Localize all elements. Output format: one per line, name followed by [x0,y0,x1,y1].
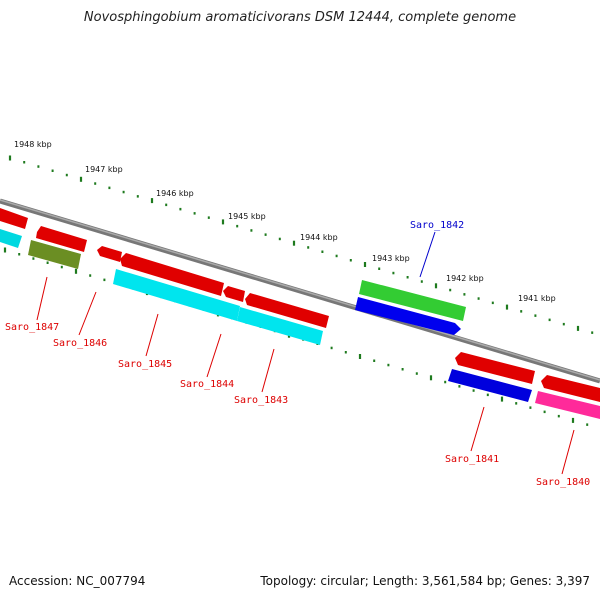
cds-bar-olive[interactable] [28,240,81,269]
cds-bar-blue[interactable] [448,369,532,402]
leader-line [206,333,222,378]
map-title: Novosphingobium aromaticivorans DSM 1244… [83,10,517,25]
gene-label[interactable]: Saro_1840 [536,477,590,488]
gene-label[interactable]: Saro_1846 [53,338,107,349]
kbp-label: 1946 kbp [156,189,194,198]
leader-line [36,276,48,321]
kbp-label: 1944 kbp [300,233,338,242]
cds-bar-cyan[interactable] [113,269,240,321]
kbp-label: 1942 kbp [446,274,484,283]
gene-arrow-red[interactable] [97,246,122,262]
leader-line [145,313,159,357]
cds-bar-pink[interactable] [535,391,600,419]
gene-arrow-red[interactable] [36,226,87,252]
genome-backbone [0,198,600,384]
gene-label[interactable]: Saro_1844 [180,379,234,390]
gene-arrow-red[interactable] [223,286,245,302]
gene-labels: Saro_1847 Saro_1846 Saro_1845 Saro_1844 … [5,220,590,488]
gene-arrow-blue[interactable] [355,297,461,335]
gene-arrow-red[interactable] [541,375,600,402]
genome-backbone-highlight [0,199,600,381]
gene-features [0,208,600,419]
genome-summary-text: Topology: circular; Length: 3,561,584 bp… [260,574,590,588]
leader-line [261,348,275,393]
kbp-label: 1947 kbp [85,165,123,174]
kbp-label: 1941 kbp [518,294,556,303]
kbp-label: 1948 kbp [14,140,52,149]
leader-line [561,429,575,475]
label-leaders [36,231,575,475]
leader-line [470,406,485,452]
cds-bar-cyan[interactable] [237,307,323,345]
leader-line [419,231,436,278]
gene-arrow-red[interactable] [245,293,329,328]
accession-text: Accession: NC_007794 [9,574,146,588]
cds-bar-cyan[interactable] [0,229,22,248]
gene-label[interactable]: Saro_1842 [410,220,464,231]
gene-arrow-red[interactable] [0,208,28,229]
kbp-label: 1943 kbp [372,254,410,263]
kbp-label: 1945 kbp [228,212,266,221]
leader-line [78,291,97,336]
gene-arrow-red[interactable] [455,352,535,384]
gene-label[interactable]: Saro_1847 [5,322,59,333]
gene-label[interactable]: Saro_1845 [118,359,172,370]
gene-label[interactable]: Saro_1841 [445,454,499,465]
gene-label[interactable]: Saro_1843 [234,395,288,406]
gene-arrow-red[interactable] [120,253,224,296]
kbp-labels: 1948 kbp 1947 kbp 1946 kbp 1945 kbp 1944… [14,140,556,303]
gene-arrow-green[interactable] [359,280,466,321]
